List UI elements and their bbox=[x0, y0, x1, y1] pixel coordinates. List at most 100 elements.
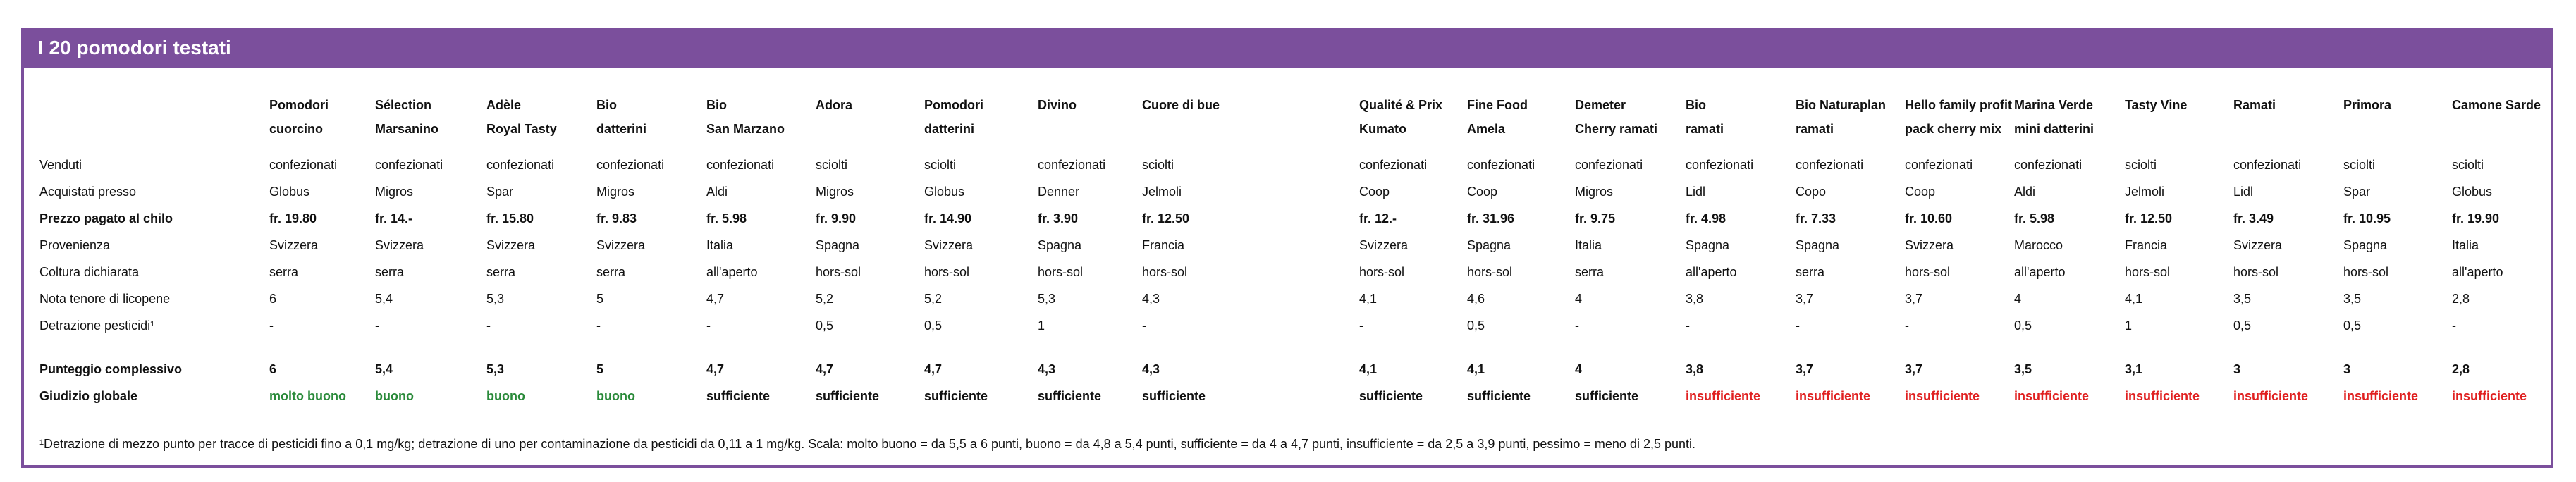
table-cell: serra bbox=[269, 265, 299, 279]
table-cell: Aldi bbox=[706, 185, 728, 199]
table-cell: sciolti bbox=[816, 158, 848, 172]
table-cell: fr. 31.96 bbox=[1467, 211, 1515, 225]
table-cell: serra bbox=[596, 265, 626, 279]
column-header-line2: San Marzano bbox=[706, 122, 785, 136]
table-cell: 1 bbox=[2125, 319, 2133, 333]
column-header-line2: mini datterini bbox=[2014, 122, 2094, 136]
table-cell: - bbox=[1686, 319, 1690, 333]
column-header-line1: Ramati bbox=[2233, 98, 2276, 112]
score-cell: 6 bbox=[269, 362, 277, 376]
table-cell: 5,2 bbox=[816, 292, 834, 306]
table-cell: Francia bbox=[1142, 238, 1185, 252]
table-cell: 2,8 bbox=[2452, 292, 2470, 306]
judgement-cell: sufficiente bbox=[1575, 389, 1639, 403]
table-cell: fr. 19.90 bbox=[2452, 211, 2500, 225]
table-cell: Lidl bbox=[2233, 185, 2254, 199]
table-cell: confezionati bbox=[1686, 158, 1754, 172]
table-cell: fr. 9.83 bbox=[596, 211, 637, 225]
table-cell: Denner bbox=[1038, 185, 1080, 199]
row-label: Detrazione pesticidi¹ bbox=[39, 319, 155, 333]
judgement-cell: insufficiente bbox=[1686, 389, 1761, 403]
row-label: Provenienza bbox=[39, 238, 111, 252]
table-cell: Spar bbox=[2343, 185, 2371, 199]
table-cell: fr. 19.80 bbox=[269, 211, 317, 225]
table-cell: fr. 5.98 bbox=[2014, 211, 2055, 225]
table-cell: serra bbox=[1796, 265, 1825, 279]
column-header-line1: Marina Verde bbox=[2014, 98, 2094, 112]
table-cell: 5,3 bbox=[486, 292, 505, 306]
table-cell: fr. 14.- bbox=[375, 211, 413, 225]
score-cell: 3,8 bbox=[1686, 362, 1704, 376]
table-cell: - bbox=[706, 319, 711, 333]
table-cell: - bbox=[486, 319, 491, 333]
table-cell: 0,5 bbox=[2343, 319, 2362, 333]
table-cell: 3,5 bbox=[2343, 292, 2362, 306]
score-cell: 4,1 bbox=[1359, 362, 1378, 376]
table-cell: Italia bbox=[1575, 238, 1602, 252]
column-header-line2: Cherry ramati bbox=[1575, 122, 1658, 136]
table-cell: 4,1 bbox=[2125, 292, 2143, 306]
row-label: Nota tenore di licopene bbox=[39, 292, 171, 306]
table-cell: - bbox=[2452, 319, 2456, 333]
column-header-line2: Royal Tasty bbox=[486, 122, 557, 136]
score-cell: 5 bbox=[596, 362, 604, 376]
table-cell: 3,7 bbox=[1796, 292, 1814, 306]
judgement-cell: sufficiente bbox=[1038, 389, 1102, 403]
table-cell: Francia bbox=[2125, 238, 2168, 252]
column-header-line1: Hello family profit bbox=[1905, 98, 2013, 112]
table-cell: - bbox=[1796, 319, 1800, 333]
column-header-line2: ramati bbox=[1686, 122, 1724, 136]
table-cell: 6 bbox=[269, 292, 277, 306]
table-cell: 4,1 bbox=[1359, 292, 1378, 306]
judgement-cell: sufficiente bbox=[816, 389, 880, 403]
table-cell: Svizzera bbox=[1359, 238, 1409, 252]
table-cell: fr. 15.80 bbox=[486, 211, 534, 225]
table-cell: sciolti bbox=[2125, 158, 2157, 172]
score-cell: 4 bbox=[1575, 362, 1583, 376]
table-cell: Svizzera bbox=[269, 238, 319, 252]
score-cell: 3,1 bbox=[2125, 362, 2143, 376]
column-header-line2: cuorcino bbox=[269, 122, 324, 136]
column-header-line2: Kumato bbox=[1359, 122, 1406, 136]
judgement-cell: sufficiente bbox=[924, 389, 988, 403]
table-cell: - bbox=[1359, 319, 1363, 333]
judgement-cell: insufficiente bbox=[2125, 389, 2200, 403]
table-cell: all'aperto bbox=[2014, 265, 2066, 279]
judgement-cell: sufficiente bbox=[706, 389, 771, 403]
table-cell: confezionati bbox=[269, 158, 338, 172]
judgement-cell: insufficiente bbox=[1905, 389, 1980, 403]
table-cell: Spagna bbox=[2343, 238, 2388, 252]
table-cell: 4 bbox=[1575, 292, 1583, 306]
table-cell: confezionati bbox=[1905, 158, 1973, 172]
judgement-cell: insufficiente bbox=[1796, 389, 1871, 403]
table-cell: Lidl bbox=[1686, 185, 1706, 199]
score-cell: 3,7 bbox=[1796, 362, 1814, 376]
table-cell: Coop bbox=[1359, 185, 1390, 199]
table-cell: hors-sol bbox=[1142, 265, 1188, 279]
table-cell: Italia bbox=[2452, 238, 2479, 252]
column-header-line1: Bio bbox=[596, 98, 617, 112]
table-cell: Migros bbox=[816, 185, 854, 199]
table-cell: Svizzera bbox=[486, 238, 536, 252]
table-cell: Spagna bbox=[1796, 238, 1840, 252]
table-cell: confezionati bbox=[375, 158, 443, 172]
table-cell: sciolti bbox=[1142, 158, 1174, 172]
column-header-line1: Adèle bbox=[486, 98, 522, 112]
score-cell: 4,7 bbox=[816, 362, 834, 376]
table-cell: 4,7 bbox=[706, 292, 725, 306]
table-cell: fr. 9.90 bbox=[816, 211, 857, 225]
table-cell: Aldi bbox=[2014, 185, 2036, 199]
score-cell: 3,7 bbox=[1905, 362, 1923, 376]
table-cell: all'aperto bbox=[1686, 265, 1737, 279]
table-cell: Globus bbox=[2452, 185, 2493, 199]
table-cell: Migros bbox=[596, 185, 635, 199]
table-cell: hors-sol bbox=[2343, 265, 2389, 279]
table-cell: fr. 12.50 bbox=[1142, 211, 1190, 225]
table-cell: Svizzera bbox=[375, 238, 424, 252]
table-cell: fr. 14.90 bbox=[924, 211, 972, 225]
table-cell: Jelmoli bbox=[2125, 185, 2165, 199]
table-cell: confezionati bbox=[2014, 158, 2083, 172]
score-cell: 3 bbox=[2233, 362, 2241, 376]
table-cell: confezionati bbox=[1359, 158, 1428, 172]
column-header-line1: Sélection bbox=[375, 98, 432, 112]
